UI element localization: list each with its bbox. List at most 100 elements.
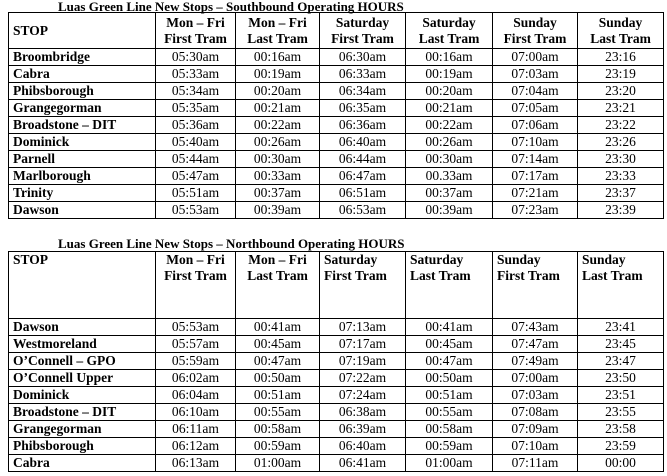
tram-time: 07:10am [492,133,578,151]
tram-time: 07:17am [319,335,406,353]
header-line: First Tram [164,30,227,46]
tram-time: 00:26am [235,133,320,151]
header-line: First Tram [324,268,387,283]
southbound-timetable: STOP Mon – Fri First Tram Mon – Fri Last Tra… [8,12,664,219]
tram-time: 23:45 [577,335,664,353]
tram-time: 23:26 [577,133,664,151]
tram-time: 07:13am [319,318,406,336]
column-header: Mon – Fri First Tram [155,251,236,319]
stop-name: Phibsborough [8,437,156,455]
header-line: First Tram [164,268,227,283]
tram-time: 23:20 [577,82,664,100]
tram-time: 00:37am [235,184,320,202]
stop-name: Grangegorman [8,420,156,438]
table-row: Parnell 05:44am 00:30am 06:44am 00:30am 07:14… [8,150,664,168]
tram-time: 06:02am [155,369,236,387]
tram-time: 23:55 [577,403,664,421]
header-line: Last Tram [590,30,651,46]
column-header: Saturday Last Tram [405,251,493,319]
table-row: Dominick 05:40am 00:26am 06:40am 00:26am 07:1… [8,133,664,151]
tram-time: 00:39am [235,201,320,219]
tram-time: 00:51am [235,386,320,404]
tram-time: 06:47am [319,167,406,185]
table-row: Grangegorman 06:11am 00:58am 06:39am 00:58am… [8,420,664,438]
tram-time: 00:59am [405,437,493,455]
header-line: Mon – Fri [166,14,225,30]
tram-time: 00:50am [235,369,320,387]
tram-time: 07:47am [492,335,578,353]
tram-time: 06:51am [319,184,406,202]
tram-time: 06:53am [319,201,406,219]
tram-time: 00:30am [405,150,493,168]
tram-time: 07:10am [492,437,578,455]
tram-time: 23:33 [577,167,664,185]
column-header: Mon – Fri Last Tram [235,12,320,49]
column-header-stop: STOP [8,251,156,319]
tram-time: 06:13am [155,454,236,472]
tram-time: 07:00am [492,48,578,66]
tram-time: 23:58 [577,420,664,438]
table-row: Phibsborough 05:34am 00:20am 06:34am 00:20am… [8,82,664,100]
tram-time: 06:39am [319,420,406,438]
header-line: STOP [13,252,49,267]
stop-name: Cabra [8,65,156,83]
tram-time: 05:47am [155,167,236,185]
tram-time: 00:33am [235,167,320,185]
tram-time: 06:36am [319,116,406,134]
tram-time: 00:16am [405,48,493,66]
tram-time: 07:04am [492,82,578,100]
table-row: Broadstone – DIT 06:10am 00:55am 06:38am 00:… [8,403,664,421]
stop-name: O’Connell Upper [8,369,156,387]
tram-time: 06:04am [155,386,236,404]
tram-time: 00:55am [405,403,493,421]
tram-time: 07:03am [492,65,578,83]
tram-time: 00:19am [235,65,320,83]
stop-name: Broombridge [8,48,156,66]
tram-time: 23:19 [577,65,664,83]
tram-time: 06:30am [319,48,406,66]
stop-name: O’Connell – GPO [8,352,156,370]
header-line: First Tram [497,268,560,283]
table-row: Marlborough 05:47am 00:33am 06:47am 00.33am 0… [8,167,664,185]
header-line: Sunday [513,14,557,30]
tram-time: 00:47am [235,352,320,370]
column-header: Sunday Last Tram [577,12,664,49]
column-header: Mon – Fri First Tram [155,12,236,49]
tram-time: 05:35am [155,99,236,117]
tram-time: 06:10am [155,403,236,421]
table-row: O’Connell – GPO 05:59am 00:47am 07:19am 00:4… [8,352,664,370]
tram-time: 00:30am [235,150,320,168]
tram-time: 23:37 [577,184,664,202]
tram-time: 00:41am [235,318,320,336]
tram-time: 05:53am [155,201,236,219]
tram-time: 00:16am [235,48,320,66]
tram-time: 05:57am [155,335,236,353]
table-row: Dawson 05:53am 00:41am 07:13am 00:41am 07:43a… [8,318,664,336]
table-row: Trinity 05:51am 00:37am 06:51am 00:37am 07:21… [8,184,664,202]
header-line: Saturday [324,252,378,267]
tram-time: 00:37am [405,184,493,202]
tram-time: 07:43am [492,318,578,336]
tram-time: 07:14am [492,150,578,168]
table-row: Broadstone – DIT 05:36am 00:22am 06:36am 00:… [8,116,664,134]
header-line: Sunday [497,252,541,267]
tram-time: 23:47 [577,352,664,370]
column-header-stop: STOP [8,12,156,49]
stop-name: Broadstone – DIT [8,403,156,421]
tram-time: 07:21am [492,184,578,202]
stop-name: Cabra [8,454,156,472]
header-line: First Tram [331,30,394,46]
tram-time: 00:00 [577,454,664,472]
tram-time: 06:35am [319,99,406,117]
tram-time: 05:30am [155,48,236,66]
tram-time: 06:34am [319,82,406,100]
tram-time: 05:40am [155,133,236,151]
tram-time: 01:00am [405,454,493,472]
stop-name: Parnell [8,150,156,168]
tram-time: 07:11am [492,454,578,472]
tram-time: 07:22am [319,369,406,387]
column-header: Saturday First Tram [319,12,406,49]
header-line: Saturday [422,14,476,30]
table-row: Phibsborough 06:12am 00:59am 06:40am 00:59am… [8,437,664,455]
tram-time: 06:12am [155,437,236,455]
